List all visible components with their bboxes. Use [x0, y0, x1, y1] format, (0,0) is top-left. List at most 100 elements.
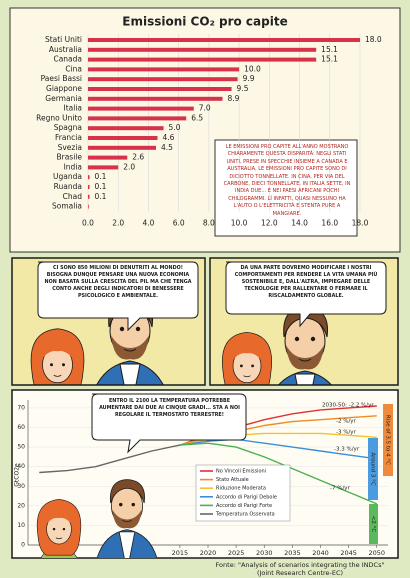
- bar: [88, 145, 156, 150]
- note-box: [214, 139, 358, 237]
- bar: [88, 67, 240, 72]
- x-tick-label: 16.0: [321, 219, 338, 228]
- y-tick-label: 40: [17, 463, 25, 470]
- annotation: 2030-50: -2.2 %/yr: [322, 403, 374, 409]
- y-tick-label: 20: [17, 502, 25, 509]
- line: [39, 444, 181, 474]
- bar: [88, 38, 360, 42]
- value-label: 0.1: [95, 172, 107, 181]
- x-tick-label: 2035: [284, 549, 301, 557]
- value-label: 5.0: [169, 123, 181, 132]
- legend: No Vincoli Emissioni Stato Attuale Riduzio…: [195, 464, 291, 522]
- range-band: [383, 404, 393, 476]
- y-tick-label: 0: [21, 542, 25, 549]
- value-label: 9.9: [243, 74, 255, 83]
- panel-2: [210, 258, 398, 385]
- speech-bubble: ENTRO IL 2100 LA TEMPERATURA POTREBBE AU…: [99, 398, 240, 418]
- legend-label: Accordo di Parigi Forte: [216, 503, 272, 509]
- annotation: -2 %/yr: [336, 419, 357, 425]
- panel-3-frame: [11, 389, 399, 559]
- x-tick-label: 14.0: [291, 219, 308, 228]
- bar: [88, 204, 89, 209]
- bar: [88, 155, 128, 160]
- y-tick-label: Ruanda: [54, 182, 82, 191]
- x-tick-label: 2015: [172, 549, 189, 557]
- range-label: Rise of 3.5 to 4 °C: [385, 415, 391, 465]
- x-tick-label: 18.0: [352, 219, 369, 228]
- y-tick-label: Francia: [55, 133, 82, 142]
- x-tick-label: 0.0: [82, 219, 94, 228]
- bar: [88, 126, 164, 131]
- bar: [88, 87, 232, 91]
- bar: [88, 106, 194, 111]
- value-label: 4.5: [161, 143, 173, 152]
- range-band: [369, 504, 378, 544]
- legend-label: Accordo di Parigi Debole: [216, 494, 277, 500]
- y-tick-label: Paesi Bassi: [41, 74, 82, 83]
- note-text: LE EMISSIONI PRO CAPITE ALL'ANNO MOSTRAN…: [223, 144, 351, 217]
- bar: [88, 194, 90, 199]
- value-label: 8.9: [227, 94, 239, 103]
- y-tick-label: 50: [17, 444, 25, 451]
- legend-label: No Vincoli Emissioni: [216, 469, 266, 475]
- y-tick-label: 60: [17, 424, 25, 431]
- value-label: 15.1: [321, 45, 338, 54]
- bar: [88, 175, 90, 180]
- legend-label: Temperatura Osservata: [215, 512, 275, 518]
- y-tick-label: Australia: [49, 45, 82, 54]
- x-tick-label: 10.0: [231, 219, 248, 228]
- y-tick-label: Canada: [53, 55, 82, 64]
- y-tick-label: Italia: [63, 104, 82, 113]
- panel-2-frame: [209, 257, 399, 386]
- value-label: 15.1: [321, 55, 338, 64]
- y-tick-label: Uganda: [53, 172, 82, 181]
- y-axis-title: GtCO2e: [14, 463, 21, 487]
- x-tick-label: 2020: [200, 549, 217, 557]
- range-label: <2 °C: [370, 516, 376, 533]
- speech-bubble: CI SONO 850 MILIONI DI DENUTRITI AL MOND…: [44, 265, 192, 299]
- legend-box: [195, 464, 291, 522]
- x-tick-label: 12.0: [261, 219, 278, 228]
- line: [179, 442, 378, 505]
- value-label: 9.5: [237, 84, 249, 93]
- x-tick-label: 2030: [256, 549, 273, 557]
- legend-label: Riduzione Moderata: [216, 486, 266, 492]
- annotation: -3 %/yr: [336, 430, 357, 436]
- range-band: [368, 438, 378, 500]
- y-tick-label: Germania: [45, 94, 82, 103]
- panel-3-figures: [36, 393, 247, 558]
- y-tick-label: 10: [17, 522, 25, 529]
- y-tick-label: Chad: [63, 192, 83, 201]
- bar: [88, 165, 119, 170]
- source-line-1: Fonte: "Analysis of scenarios integratin…: [216, 561, 385, 569]
- bar: [88, 57, 317, 62]
- y-tick-label: Spagna: [54, 123, 82, 132]
- value-label: 4.6: [163, 133, 175, 142]
- panel-1-frame: [11, 257, 206, 386]
- x-tick-label: 2.0: [112, 219, 124, 228]
- panel-1: [12, 258, 205, 385]
- y-tick-label: Svezia: [58, 143, 82, 152]
- y-tick-label: India: [64, 162, 82, 171]
- x-tick-label: 2050: [368, 549, 385, 557]
- range-label: Around 3 °C: [370, 452, 376, 485]
- annotation: -7 %/yr: [330, 486, 351, 492]
- x-tick-label: 4.0: [142, 219, 154, 228]
- bar: [88, 96, 223, 101]
- annotation: -3.3 %/yr: [334, 447, 360, 453]
- y-tick-label: Cina: [65, 64, 82, 73]
- y-tick-label: Giappone: [46, 84, 82, 93]
- value-label: 2.6: [132, 153, 144, 162]
- y-tick-label: Regno Unito: [36, 113, 82, 122]
- y-tick-label: Somalia: [52, 202, 82, 211]
- speech-bubble: DA UNA PARTE DOVREMO MODIFICARE I NOSTRI…: [234, 265, 378, 299]
- bar: [88, 185, 90, 189]
- value-label: 7.0: [199, 104, 211, 113]
- bar: [88, 116, 187, 121]
- source-line-2: (Joint Research Centre-EC): [257, 569, 343, 577]
- bar: [88, 47, 317, 52]
- value-label: 0.1: [95, 192, 107, 201]
- bar: [88, 77, 238, 82]
